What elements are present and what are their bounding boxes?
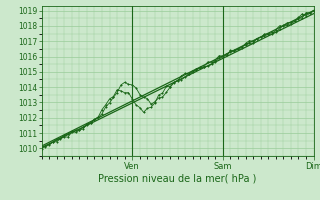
- X-axis label: Pression niveau de la mer( hPa ): Pression niveau de la mer( hPa ): [99, 173, 257, 183]
